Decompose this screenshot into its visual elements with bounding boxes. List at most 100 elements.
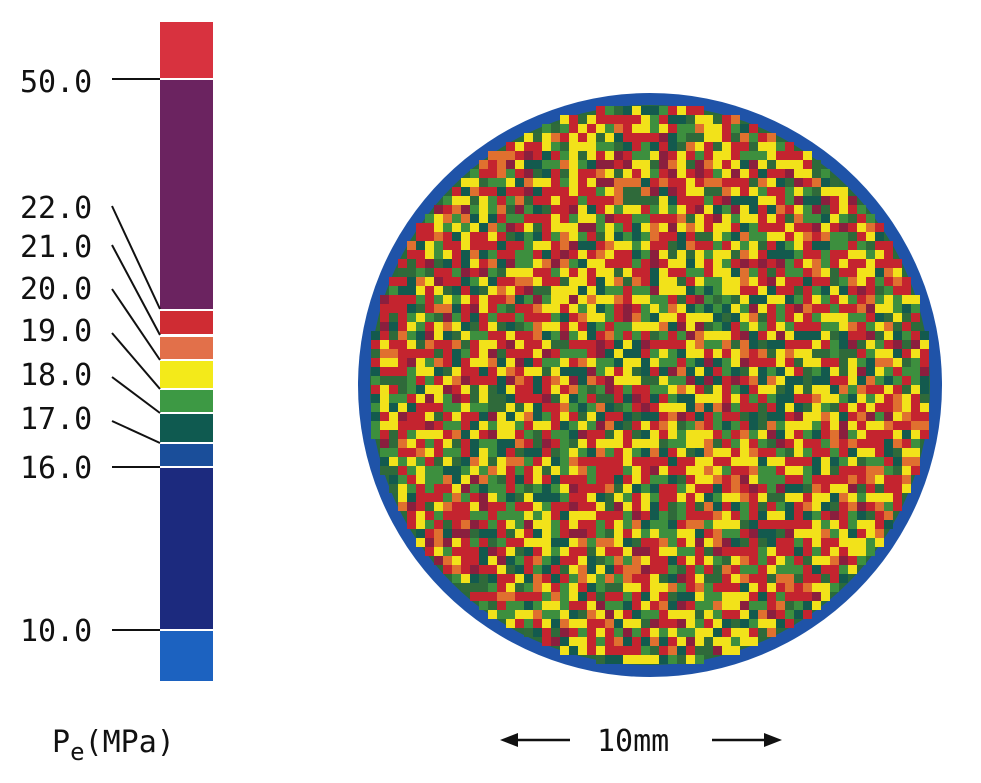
field-cell bbox=[425, 403, 434, 412]
field-cell bbox=[803, 385, 812, 394]
field-cell bbox=[542, 331, 551, 340]
field-cell bbox=[659, 655, 668, 664]
field-cell bbox=[533, 286, 542, 295]
field-cell bbox=[677, 493, 686, 502]
field-cell bbox=[776, 286, 785, 295]
field-cell bbox=[587, 619, 596, 628]
field-cell bbox=[722, 529, 731, 538]
field-cell bbox=[848, 268, 857, 277]
field-cell bbox=[731, 637, 740, 646]
field-cell bbox=[515, 583, 524, 592]
field-cell bbox=[767, 610, 776, 619]
field-cell bbox=[740, 178, 749, 187]
field-cell bbox=[875, 439, 884, 448]
field-cell bbox=[767, 151, 776, 160]
field-cell bbox=[839, 412, 848, 421]
field-cell bbox=[704, 448, 713, 457]
field-cell bbox=[749, 448, 758, 457]
field-cell bbox=[794, 286, 803, 295]
field-cell bbox=[470, 520, 479, 529]
field-cell bbox=[857, 250, 866, 259]
field-cell bbox=[866, 430, 875, 439]
field-cell bbox=[551, 151, 560, 160]
field-cell bbox=[371, 403, 380, 412]
field-cell bbox=[416, 511, 425, 520]
field-cell bbox=[695, 214, 704, 223]
field-cell bbox=[614, 259, 623, 268]
field-cell bbox=[911, 466, 920, 475]
field-cell bbox=[776, 394, 785, 403]
field-cell bbox=[722, 259, 731, 268]
field-cell bbox=[731, 466, 740, 475]
field-cell bbox=[434, 394, 443, 403]
field-cell bbox=[767, 313, 776, 322]
field-cell bbox=[776, 178, 785, 187]
field-cell bbox=[452, 403, 461, 412]
field-cell bbox=[605, 178, 614, 187]
field-cell bbox=[794, 412, 803, 421]
field-cell bbox=[686, 439, 695, 448]
field-cell bbox=[866, 295, 875, 304]
field-cell bbox=[515, 358, 524, 367]
field-cell bbox=[389, 277, 398, 286]
field-cell bbox=[632, 475, 641, 484]
field-cell bbox=[479, 349, 488, 358]
field-cell bbox=[650, 475, 659, 484]
field-cell bbox=[452, 529, 461, 538]
field-cell bbox=[893, 286, 902, 295]
field-cell bbox=[569, 277, 578, 286]
field-cell bbox=[488, 394, 497, 403]
field-cell bbox=[857, 286, 866, 295]
field-cell bbox=[722, 394, 731, 403]
field-cell bbox=[731, 592, 740, 601]
field-cell bbox=[812, 583, 821, 592]
field-cell bbox=[857, 277, 866, 286]
field-cell bbox=[542, 124, 551, 133]
field-cell bbox=[884, 466, 893, 475]
field-cell bbox=[524, 133, 533, 142]
field-cell bbox=[443, 259, 452, 268]
field-cell bbox=[776, 322, 785, 331]
field-cell bbox=[533, 394, 542, 403]
field-cell bbox=[434, 322, 443, 331]
field-cell bbox=[713, 484, 722, 493]
field-cell bbox=[461, 493, 470, 502]
field-cell bbox=[830, 286, 839, 295]
field-cell bbox=[578, 628, 587, 637]
field-cell bbox=[560, 475, 569, 484]
field-cell bbox=[857, 421, 866, 430]
field-cell bbox=[488, 448, 497, 457]
field-cell bbox=[812, 322, 821, 331]
field-cell bbox=[596, 340, 605, 349]
field-cell bbox=[749, 223, 758, 232]
field-cell bbox=[866, 538, 875, 547]
field-cell bbox=[425, 241, 434, 250]
field-cell bbox=[668, 520, 677, 529]
field-cell bbox=[416, 250, 425, 259]
field-cell bbox=[425, 394, 434, 403]
field-cell bbox=[677, 457, 686, 466]
field-cell bbox=[605, 493, 614, 502]
field-cell bbox=[668, 601, 677, 610]
field-cell bbox=[416, 304, 425, 313]
field-cell bbox=[758, 313, 767, 322]
field-cell bbox=[389, 376, 398, 385]
field-cell bbox=[623, 619, 632, 628]
field-cell bbox=[758, 259, 767, 268]
field-cell bbox=[605, 448, 614, 457]
field-cell bbox=[650, 565, 659, 574]
field-cell bbox=[902, 448, 911, 457]
field-cell bbox=[425, 421, 434, 430]
field-cell bbox=[452, 205, 461, 214]
field-cell bbox=[641, 322, 650, 331]
field-cell bbox=[641, 538, 650, 547]
field-cell bbox=[632, 385, 641, 394]
field-cell bbox=[587, 169, 596, 178]
field-cell bbox=[416, 259, 425, 268]
field-cell bbox=[740, 169, 749, 178]
field-cell bbox=[767, 340, 776, 349]
field-cell bbox=[803, 205, 812, 214]
unit-symbol: P bbox=[52, 725, 70, 760]
field-cell bbox=[506, 358, 515, 367]
field-cell bbox=[578, 619, 587, 628]
